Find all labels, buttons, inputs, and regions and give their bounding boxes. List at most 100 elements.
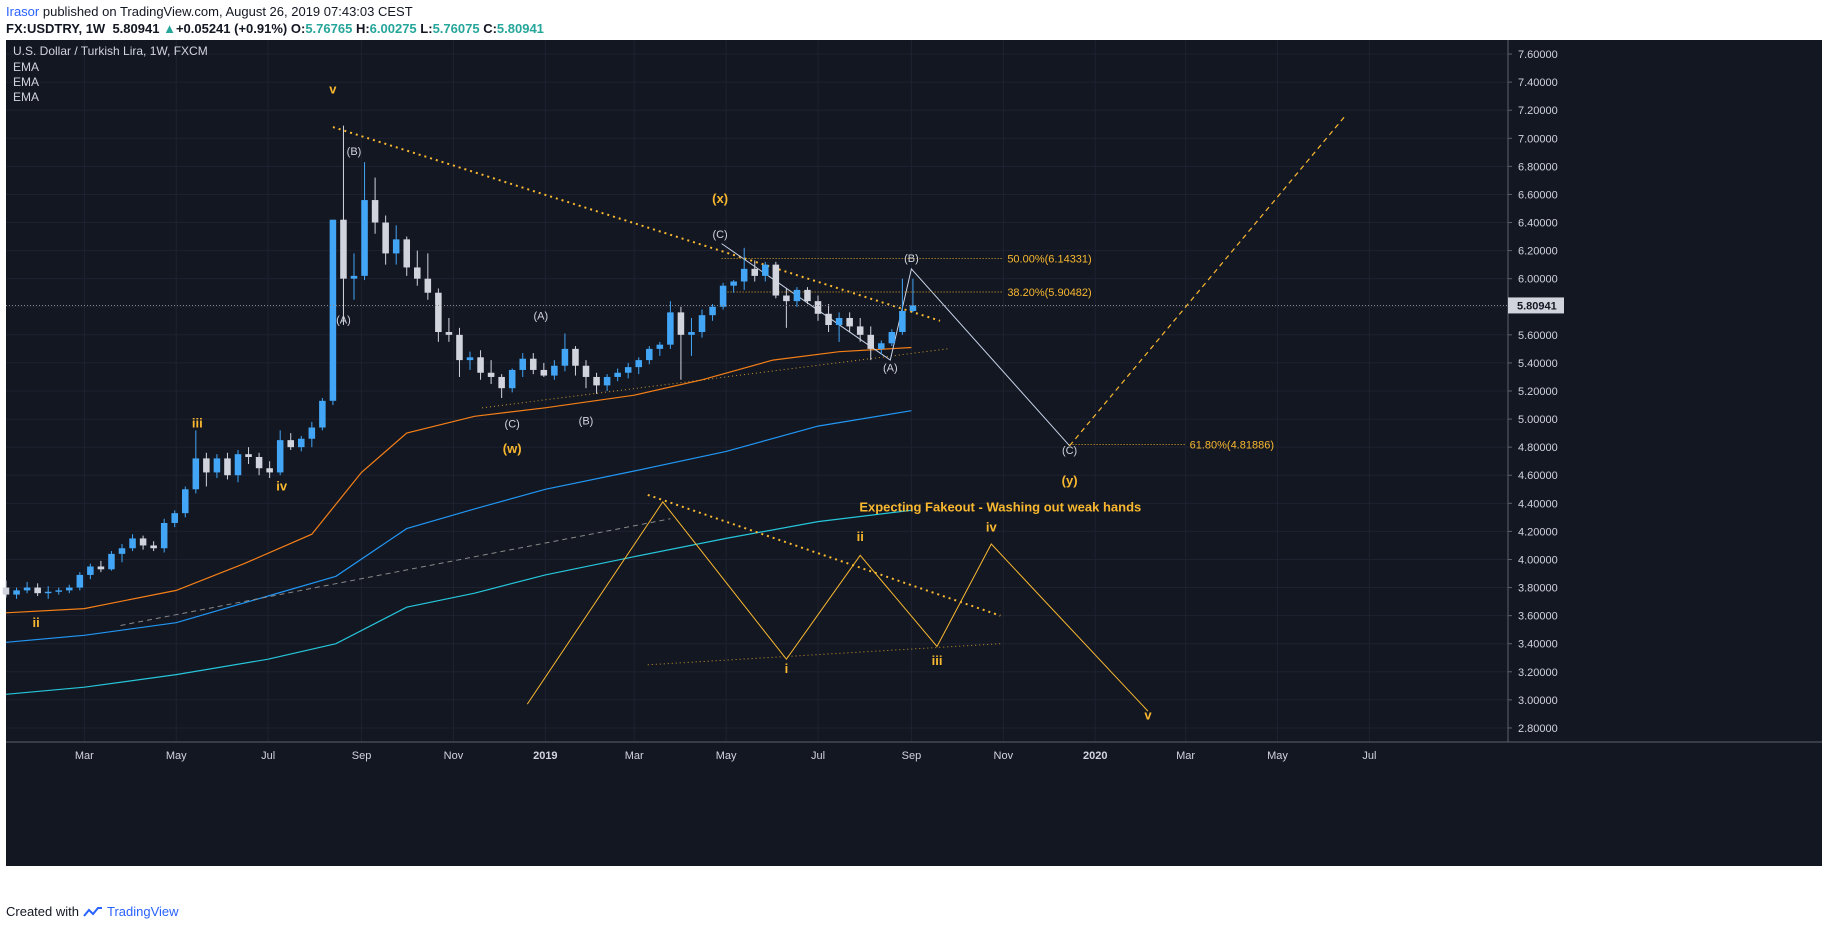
candle-body [445, 332, 453, 335]
wave-label: (B) [347, 146, 362, 158]
wave-label: (A) [336, 315, 351, 327]
candle-body [234, 454, 242, 476]
open-value: 5.76765 [305, 21, 353, 36]
wave-label: (C) [505, 419, 520, 431]
candle-body [846, 317, 853, 327]
chart-grid [6, 40, 1508, 742]
publish-info: Irasor published on TradingView.com, Aug… [6, 4, 413, 19]
candle-body [203, 458, 210, 473]
candle-body [139, 538, 147, 546]
fib-level-label: 61.80%(4.81886) [1190, 440, 1274, 452]
candle-body [540, 369, 548, 376]
candle-body [793, 289, 801, 302]
candle-body [698, 315, 706, 333]
published-text: published on TradingView.com, August 26,… [42, 4, 413, 19]
impulse-wave-path [526, 501, 1149, 712]
candle-body [224, 458, 231, 476]
candle-body [783, 295, 790, 302]
candle-body [867, 334, 875, 349]
price-tick-label: 7.60000 [1518, 49, 1558, 61]
candle-body [677, 312, 685, 335]
fib-level-label: 50.00%(6.14331) [1007, 254, 1091, 266]
author-link[interactable]: Irasor [6, 4, 40, 19]
price-tick-label: 3.40000 [1518, 639, 1558, 651]
low-value: 5.76075 [432, 21, 480, 36]
candle-body [287, 440, 295, 448]
last-price-badge [1508, 297, 1564, 314]
footer: Created with TradingView [6, 904, 179, 919]
time-tick-label: Mar [1176, 750, 1195, 762]
resistance-trendline [332, 126, 941, 322]
time-tick-label: Sep [902, 750, 922, 762]
candle-body [87, 566, 94, 575]
price-tick-label: 5.00000 [1518, 414, 1558, 426]
price-tick-label: 3.80000 [1518, 583, 1558, 595]
candle-body [350, 275, 358, 279]
candle-body [55, 590, 62, 592]
price-tick-label: 4.40000 [1518, 498, 1558, 510]
candle-body [719, 285, 727, 307]
candle-body [361, 200, 368, 276]
price-tick-label: 6.60000 [1518, 189, 1558, 201]
fib-level-label: 38.20%(5.90482) [1007, 287, 1091, 299]
price-tick-label: 7.00000 [1518, 133, 1558, 145]
candle-body [213, 458, 221, 473]
time-tick-label: Jul [1362, 750, 1376, 762]
candle-body [97, 566, 105, 570]
tradingview-logo-icon [83, 906, 102, 917]
ema-line [5, 509, 912, 695]
candle-body [530, 358, 537, 370]
candle-body [582, 365, 590, 377]
candle-body [171, 513, 178, 523]
price-tick-label: 4.60000 [1518, 470, 1558, 482]
candle-body [76, 574, 84, 588]
candle-body [319, 400, 326, 428]
candle-body [498, 376, 505, 389]
time-tick-label: May [1267, 750, 1288, 762]
ema-legend-1: EMA [13, 60, 39, 74]
wave-label: Expecting Fakeout - Washing out weak han… [859, 500, 1141, 515]
ohlc-bar: FX:USDTRY, 1W 5.80941 ▲+0.05241 (+0.91%)… [6, 21, 544, 36]
wave-label: iv [986, 519, 998, 534]
price-chart[interactable]: 50.00%(6.14331) 38.20%(5.90482) 61.80%(4.8… [0, 40, 1828, 900]
low-label: L: [420, 21, 433, 36]
candle-body [414, 267, 421, 279]
candle-body [888, 332, 896, 344]
candle-body [593, 376, 600, 386]
candle-body [603, 376, 611, 386]
candle-body [403, 239, 411, 268]
candle-body [23, 587, 31, 591]
candle-body [108, 553, 115, 570]
tradingview-brand-link[interactable]: TradingView [106, 904, 179, 919]
time-tick-label: Nov [444, 750, 464, 762]
candle-body [730, 281, 737, 286]
time-tick-label: Mar [75, 750, 94, 762]
wave-label: ii [33, 615, 40, 630]
candle-body [572, 348, 579, 366]
wave-label: ii [857, 529, 864, 544]
price-tick-label: 6.80000 [1518, 161, 1558, 173]
candle-body [13, 590, 20, 595]
price-tick-label: 5.60000 [1518, 330, 1558, 342]
candle-body [762, 264, 769, 276]
price-tick-label: 6.00000 [1518, 274, 1558, 286]
price-tick-label: 4.20000 [1518, 526, 1558, 538]
candle-body [667, 312, 674, 345]
dashed-projection-line [120, 518, 671, 626]
candle-body [276, 440, 284, 473]
price-axis-panel [1508, 40, 1822, 742]
last-price: 5.80941 [112, 21, 160, 36]
candle-body [635, 360, 643, 368]
candle-body [245, 454, 252, 457]
lower-resistance-line [647, 493, 1001, 617]
candle-body [487, 372, 495, 377]
last-price-badge-text: 5.80941 [1517, 300, 1557, 312]
candle-body [392, 239, 400, 254]
wave-label: (B) [904, 253, 919, 265]
price-tick-label: 2.80000 [1518, 723, 1558, 735]
candle-body [160, 522, 168, 549]
time-tick-label: 2020 [1083, 750, 1107, 762]
high-label: H: [355, 21, 370, 36]
time-tick-label: Sep [352, 750, 372, 762]
